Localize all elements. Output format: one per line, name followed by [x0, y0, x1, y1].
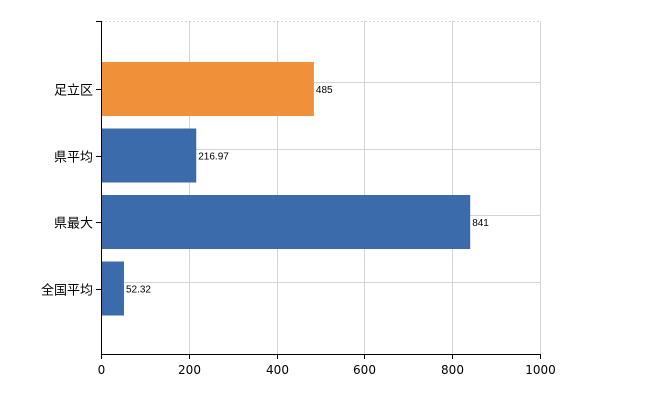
category-label: 全国平均 [41, 283, 93, 299]
category-label: 県最大 [54, 217, 93, 232]
data-label: 841 [472, 218, 489, 229]
bars [101, 62, 471, 316]
x-tick-label: 400 [266, 363, 289, 377]
data-label: 52.32 [126, 285, 151, 296]
data-label: 216.97 [198, 152, 229, 163]
x-tick-label: 1000 [525, 363, 556, 377]
x-tick-label: 200 [178, 363, 201, 377]
bar [101, 128, 197, 183]
category-label: 県平均 [54, 151, 93, 166]
data-label: 485 [316, 85, 333, 96]
category-label: 足立区 [54, 84, 93, 99]
x-tick-label: 600 [353, 363, 376, 377]
x-tick-label: 800 [441, 363, 464, 377]
bar [101, 195, 471, 249]
axes [96, 21, 541, 359]
x-tick-label: 0 [98, 363, 106, 377]
bar [101, 261, 124, 316]
bar [101, 62, 314, 116]
